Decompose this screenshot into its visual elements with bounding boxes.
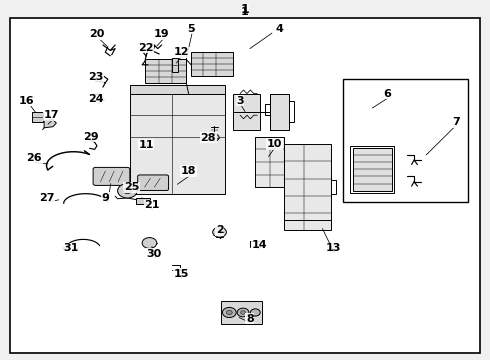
Polygon shape	[270, 94, 289, 130]
Circle shape	[241, 311, 245, 314]
Text: 31: 31	[63, 243, 79, 253]
Text: 7: 7	[452, 117, 460, 127]
Text: 30: 30	[147, 249, 162, 259]
Text: 25: 25	[123, 182, 139, 192]
Bar	[191, 52, 233, 76]
Circle shape	[222, 307, 236, 318]
Circle shape	[142, 142, 148, 147]
Text: 23: 23	[88, 72, 103, 82]
Text: 19: 19	[154, 29, 170, 39]
Circle shape	[226, 310, 232, 315]
Text: 20: 20	[89, 29, 105, 39]
Bar	[353, 148, 392, 191]
Bar	[136, 198, 150, 204]
Text: 27: 27	[39, 193, 54, 203]
Text: 14: 14	[252, 240, 268, 250]
Text: 2: 2	[216, 225, 223, 235]
Text: 17: 17	[44, 110, 59, 120]
Circle shape	[209, 134, 219, 141]
Polygon shape	[44, 120, 56, 128]
Bar	[343, 79, 468, 202]
FancyBboxPatch shape	[93, 167, 130, 185]
Bar	[145, 59, 186, 83]
Text: 26: 26	[26, 153, 42, 163]
Text: 4: 4	[275, 24, 283, 34]
FancyBboxPatch shape	[138, 175, 169, 190]
Circle shape	[123, 188, 131, 194]
Text: 22: 22	[138, 43, 154, 53]
Text: 9: 9	[101, 193, 109, 203]
Text: 10: 10	[267, 139, 282, 149]
Text: 15: 15	[173, 269, 189, 279]
Text: 6: 6	[383, 89, 391, 99]
Bar	[32, 112, 43, 122]
Text: 12: 12	[173, 47, 189, 57]
Text: 3: 3	[236, 96, 244, 106]
Circle shape	[237, 308, 249, 317]
Bar	[233, 94, 260, 130]
Bar	[284, 144, 331, 230]
Text: 13: 13	[325, 243, 341, 253]
Text: 5: 5	[187, 24, 195, 34]
Bar	[130, 85, 225, 94]
Text: 1: 1	[241, 7, 249, 17]
Bar	[172, 58, 178, 72]
Bar	[350, 146, 394, 193]
Text: 8: 8	[246, 314, 254, 324]
Text: 16: 16	[19, 96, 35, 106]
Text: 21: 21	[144, 200, 160, 210]
Text: 29: 29	[83, 132, 98, 142]
Text: 1: 1	[241, 3, 249, 15]
Circle shape	[118, 184, 137, 198]
Circle shape	[63, 246, 69, 251]
Circle shape	[250, 309, 260, 316]
Text: 28: 28	[200, 132, 216, 143]
Text: 11: 11	[138, 140, 154, 150]
Bar	[255, 137, 284, 187]
Bar	[220, 301, 262, 324]
Text: 24: 24	[88, 94, 103, 104]
Circle shape	[142, 238, 157, 248]
Bar	[130, 94, 225, 194]
Circle shape	[213, 227, 226, 237]
Text: 18: 18	[181, 166, 196, 176]
